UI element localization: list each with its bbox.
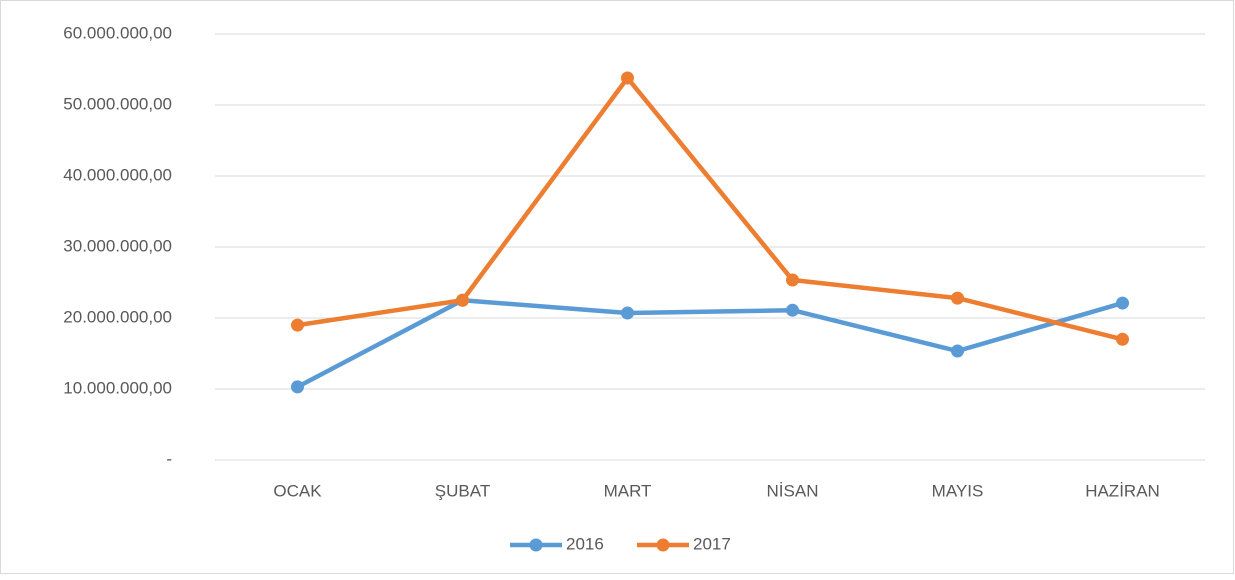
- legend-label: 2016: [566, 534, 604, 553]
- x-tick-label: MART: [604, 481, 652, 500]
- point: [951, 344, 964, 358]
- point: [786, 303, 799, 317]
- x-tick-label: OCAK: [273, 481, 322, 500]
- point: [1116, 296, 1129, 310]
- point: [456, 293, 469, 307]
- point: [291, 380, 304, 394]
- point: [621, 306, 634, 320]
- point: [291, 318, 304, 332]
- point: [786, 273, 799, 287]
- point: [951, 291, 964, 305]
- series-line: [297, 75, 1124, 342]
- point: [621, 71, 634, 85]
- x-tick-label: ŞUBAT: [435, 481, 490, 500]
- y-tick-label: 30.000.000,00: [63, 236, 172, 255]
- x-tick-label: MAYIS: [932, 481, 984, 500]
- legend-marker: [656, 538, 670, 552]
- y-tick-label: 60.000.000,00: [63, 23, 172, 42]
- x-tick-label: NİSAN: [767, 481, 819, 500]
- y-tick-label: 10.000.000,00: [63, 378, 172, 397]
- legend-marker: [529, 538, 543, 552]
- y-tick-label: 20.000.000,00: [63, 307, 172, 326]
- x-tick-label: HAZİRAN: [1085, 481, 1160, 500]
- legend-label: 2017: [693, 534, 731, 553]
- y-tick-label: 40.000.000,00: [63, 165, 172, 184]
- y-tick-label: 50.000.000,00: [63, 94, 172, 113]
- series-line: [296, 298, 1124, 389]
- y-tick-label: -: [166, 449, 172, 468]
- point: [1116, 332, 1129, 346]
